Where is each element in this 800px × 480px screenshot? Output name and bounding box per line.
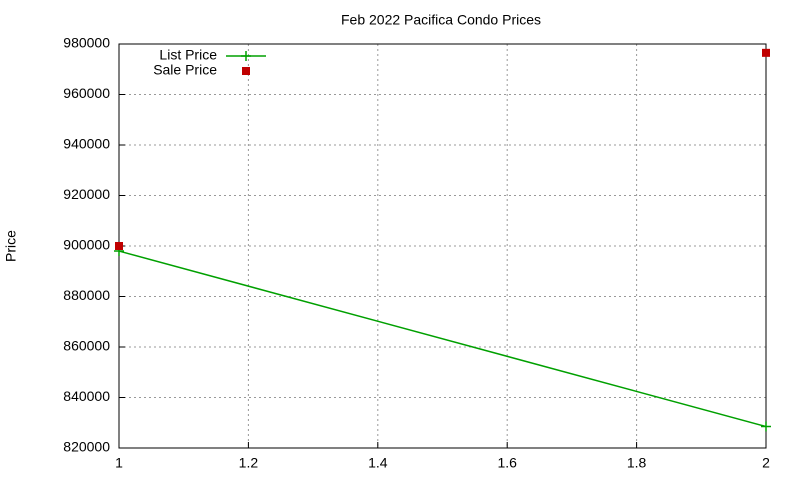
legend-label: Sale Price	[153, 62, 217, 78]
chart-title: Feb 2022 Pacifica Condo Prices	[341, 12, 541, 28]
x-tick-label: 1	[115, 455, 123, 471]
legend-label: List Price	[159, 47, 217, 63]
y-axis-label: Price	[3, 230, 19, 262]
plot-frame	[118, 43, 767, 449]
y-tick-label: 860000	[63, 338, 110, 354]
x-tick-label: 1.2	[239, 455, 259, 471]
y-tick-label: 940000	[63, 136, 110, 152]
y-tick-label: 920000	[63, 186, 110, 202]
legend-marker	[241, 51, 251, 61]
x-tick-label: 1.8	[627, 455, 647, 471]
y-tick-label: 840000	[63, 388, 110, 404]
y-tick-label: 900000	[63, 237, 110, 253]
y-tick-label: 980000	[63, 35, 110, 51]
x-tick-label: 1.6	[497, 455, 517, 471]
x-tick-label: 2	[762, 455, 770, 471]
data-point	[761, 421, 771, 432]
y-tick-label: 880000	[63, 287, 110, 303]
y-tick-label: 960000	[63, 85, 110, 101]
data-point	[115, 242, 123, 250]
y-tick-label: 820000	[63, 439, 110, 455]
x-tick-label: 1.4	[368, 455, 388, 471]
legend-marker	[242, 67, 250, 75]
data-point	[762, 48, 770, 57]
series-line	[118, 250, 767, 428]
